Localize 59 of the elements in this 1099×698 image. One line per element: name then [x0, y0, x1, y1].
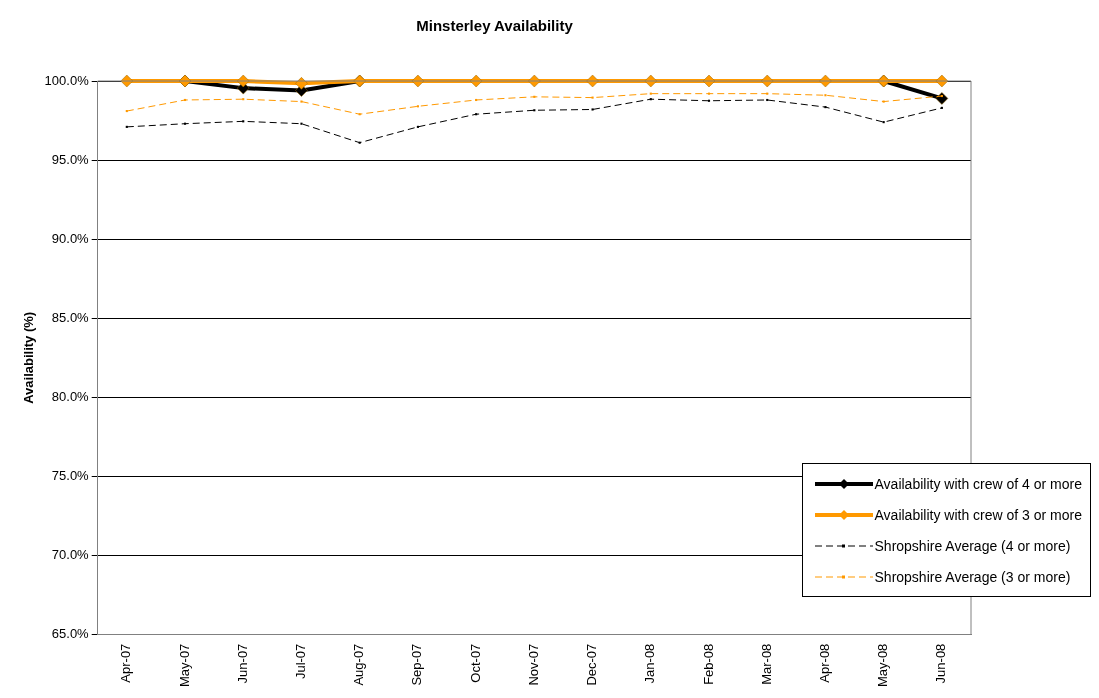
point — [760, 74, 774, 88]
x-tick-label: May-08 — [875, 643, 891, 688]
point — [120, 74, 134, 88]
point — [591, 108, 594, 111]
y-axis-title: Availability (%) — [21, 311, 37, 404]
point — [300, 122, 303, 125]
point — [586, 74, 599, 88]
point — [824, 94, 827, 97]
y-tick-label: 90.0% — [51, 230, 90, 246]
point — [183, 122, 187, 125]
point — [242, 120, 245, 123]
x-tick-label: Dec-07 — [584, 643, 600, 686]
y-tick-label: 85.0% — [51, 309, 90, 325]
point — [824, 106, 827, 109]
legend-label: Shropshire Average (3 or more) — [874, 568, 1071, 585]
x-tick-label: Jan-08 — [642, 643, 658, 684]
point — [295, 77, 308, 90]
y-tick-label: 65.0% — [51, 626, 90, 642]
y-tick-label: 75.0% — [51, 468, 90, 484]
line-series — [125, 98, 943, 144]
x-tick-label: May-07 — [176, 643, 192, 688]
y-tick-label: 80.0% — [51, 388, 90, 404]
point — [940, 106, 943, 109]
point — [236, 74, 250, 88]
legend-label: Availability with crew of 3 or more — [874, 506, 1082, 523]
point — [533, 109, 536, 112]
x-tick-label: Aug-07 — [351, 643, 367, 686]
x-tick-label: Feb-08 — [700, 643, 716, 685]
point — [644, 74, 658, 88]
point — [411, 74, 425, 88]
point — [819, 74, 832, 88]
chart-title: Minsterley Availability — [416, 17, 574, 35]
point — [649, 98, 652, 101]
point — [533, 95, 536, 98]
x-tick-label: Jun-07 — [234, 643, 250, 684]
point — [416, 105, 419, 108]
y-tick-label: 100.0% — [44, 72, 90, 88]
legend-label: Availability with crew of 4 or more — [874, 475, 1082, 492]
point — [940, 94, 943, 98]
x-tick-label: Apr-08 — [817, 643, 833, 683]
x-tick-label: Jul-07 — [293, 643, 309, 680]
point — [707, 99, 711, 102]
y-tick-label: 95.0% — [51, 151, 90, 167]
legend-label: Shropshire Average (4 or more) — [874, 537, 1071, 554]
x-tick-label: Mar-08 — [758, 643, 774, 685]
point — [528, 74, 541, 88]
point — [358, 141, 361, 144]
point — [935, 74, 949, 88]
x-tick-label: Nov-07 — [525, 643, 541, 686]
x-tick-label: Sep-07 — [409, 643, 425, 686]
point — [183, 98, 187, 102]
point — [300, 100, 303, 103]
point — [242, 98, 245, 101]
x-tick-label: Apr-07 — [118, 643, 134, 683]
x-tick-label: Jun-08 — [933, 643, 949, 684]
y-tick-label: 70.0% — [51, 547, 90, 563]
point — [469, 74, 483, 88]
x-tick-label: Oct-07 — [467, 643, 483, 683]
point — [475, 98, 478, 102]
